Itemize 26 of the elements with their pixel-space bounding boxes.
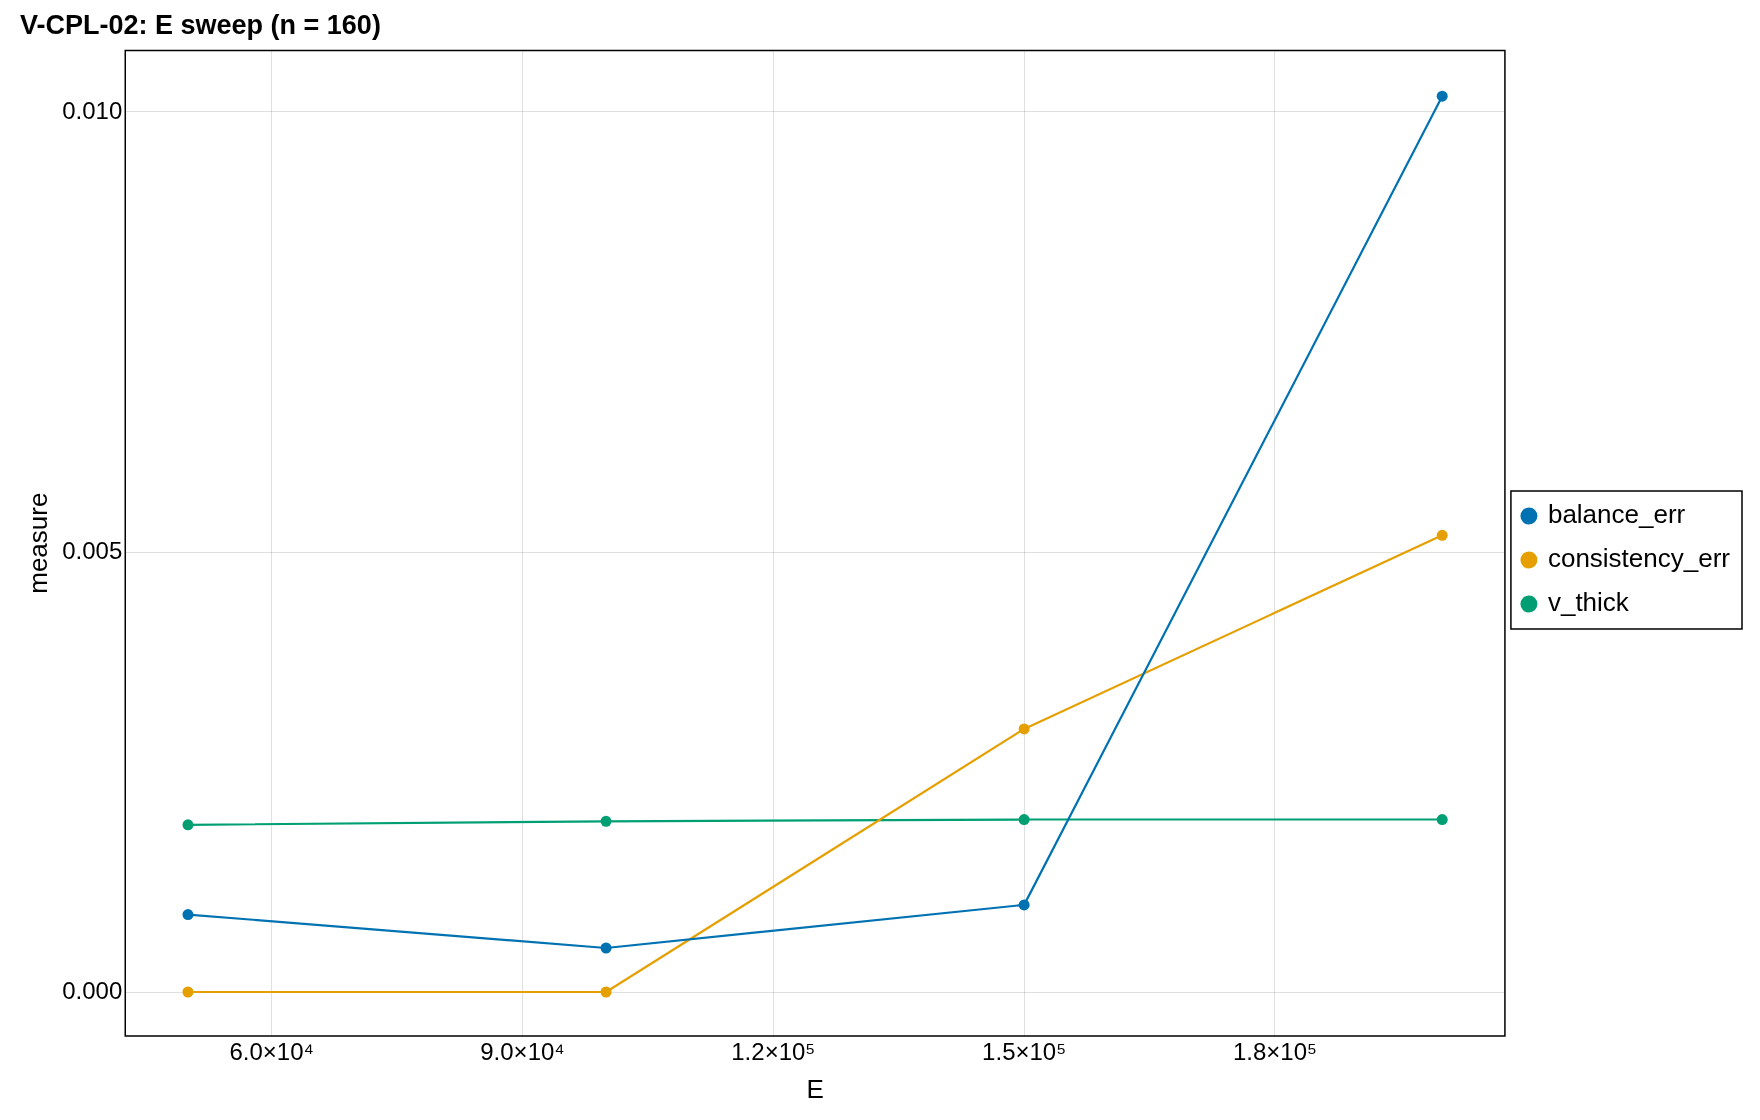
point: [182, 986, 194, 998]
point: [600, 986, 612, 998]
point: [1436, 529, 1448, 541]
x-tick-label: 1.2×10⁵: [731, 1038, 816, 1066]
x-tick-label: 1.8×10⁵: [1232, 1038, 1317, 1066]
y-tick-label: 0.005: [62, 536, 123, 564]
chart-title: V-CPL-02: E sweep (n = 160): [20, 9, 381, 40]
legend-label: consistency_err: [1547, 543, 1731, 574]
y-tick-label: 0.000: [62, 976, 123, 1004]
y-axis-title: measure: [22, 492, 53, 594]
x-tick-label: 1.5×10⁵: [982, 1038, 1067, 1066]
x-tick-label: 6.0×10⁴: [229, 1038, 314, 1066]
point: [1436, 90, 1448, 102]
point: [1018, 814, 1030, 826]
x-tick-label: 9.0×10⁴: [480, 1038, 565, 1066]
point: [600, 942, 612, 954]
point: [1436, 814, 1448, 826]
point: [1018, 723, 1030, 735]
point: [182, 909, 194, 921]
legend-label: balance_err: [1547, 499, 1686, 530]
point: [600, 815, 612, 827]
point: [1018, 899, 1030, 911]
point: [182, 819, 194, 831]
y-tick-label: 0.010: [62, 96, 123, 124]
x-axis-title: E: [806, 1073, 824, 1104]
legend-label: v_thick: [1547, 587, 1630, 618]
